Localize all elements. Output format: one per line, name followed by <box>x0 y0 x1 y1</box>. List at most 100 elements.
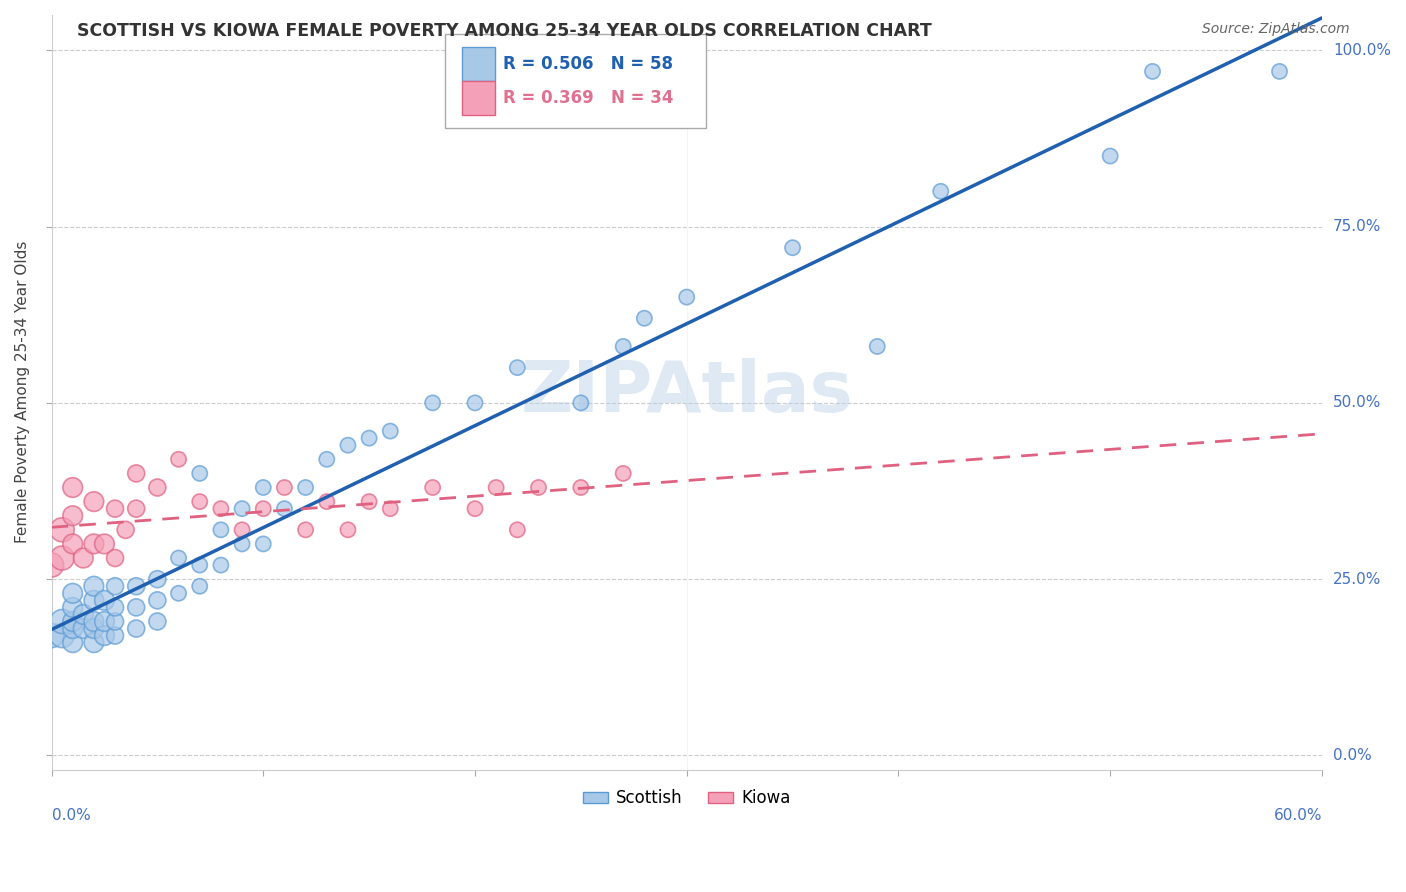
Point <box>569 481 592 495</box>
Text: Source: ZipAtlas.com: Source: ZipAtlas.com <box>1202 22 1350 37</box>
Text: 0.0%: 0.0% <box>52 808 90 823</box>
Point <box>125 600 148 615</box>
Point <box>83 593 105 607</box>
Point <box>83 579 105 593</box>
Point <box>146 615 169 629</box>
Point <box>83 494 105 508</box>
Point <box>93 615 115 629</box>
Point <box>188 558 211 572</box>
Point <box>62 615 84 629</box>
Point <box>252 481 274 495</box>
Point <box>104 629 127 643</box>
Point <box>167 551 190 566</box>
FancyBboxPatch shape <box>461 81 495 114</box>
Point <box>1099 149 1122 163</box>
Point <box>231 537 253 551</box>
Point <box>62 600 84 615</box>
Point <box>422 481 444 495</box>
Point <box>464 501 486 516</box>
Point <box>612 467 634 481</box>
Point <box>569 396 592 410</box>
Text: 100.0%: 100.0% <box>1333 43 1391 58</box>
Point <box>315 494 337 508</box>
FancyBboxPatch shape <box>446 34 706 128</box>
Point <box>83 615 105 629</box>
Point <box>209 558 232 572</box>
Point <box>146 572 169 586</box>
Text: R = 0.369   N = 34: R = 0.369 N = 34 <box>502 89 673 107</box>
Point <box>93 537 115 551</box>
Point <box>167 586 190 600</box>
Point <box>41 629 63 643</box>
Point <box>51 615 73 629</box>
Text: 0.0%: 0.0% <box>1333 748 1372 763</box>
Point <box>62 508 84 523</box>
Point <box>359 494 381 508</box>
Text: 50.0%: 50.0% <box>1333 395 1381 410</box>
Point <box>83 537 105 551</box>
Point <box>93 629 115 643</box>
Point <box>125 622 148 636</box>
Point <box>41 558 63 572</box>
Point <box>62 537 84 551</box>
FancyBboxPatch shape <box>461 47 495 80</box>
Point <box>62 481 84 495</box>
Point <box>51 523 73 537</box>
Point <box>125 501 148 516</box>
Text: R = 0.506   N = 58: R = 0.506 N = 58 <box>502 55 672 73</box>
Point <box>315 452 337 467</box>
Point <box>612 339 634 353</box>
Point <box>675 290 697 304</box>
Point <box>231 523 253 537</box>
Point <box>72 622 94 636</box>
Point <box>527 481 550 495</box>
Point <box>62 586 84 600</box>
Point <box>464 396 486 410</box>
Point <box>83 622 105 636</box>
Point <box>209 523 232 537</box>
Point <box>104 501 127 516</box>
Point <box>125 467 148 481</box>
Point <box>231 501 253 516</box>
Legend: Scottish, Kiowa: Scottish, Kiowa <box>576 783 797 814</box>
Point <box>188 494 211 508</box>
Text: 75.0%: 75.0% <box>1333 219 1381 234</box>
Point <box>188 467 211 481</box>
Point <box>252 537 274 551</box>
Point <box>782 241 804 255</box>
Point <box>167 452 190 467</box>
Point <box>104 551 127 566</box>
Point <box>93 593 115 607</box>
Point <box>114 523 136 537</box>
Point <box>294 481 316 495</box>
Point <box>104 600 127 615</box>
Point <box>72 551 94 566</box>
Point <box>506 360 529 375</box>
Y-axis label: Female Poverty Among 25-34 Year Olds: Female Poverty Among 25-34 Year Olds <box>15 241 30 543</box>
Point <box>273 501 295 516</box>
Text: ZIPAtlas: ZIPAtlas <box>520 358 853 426</box>
Point <box>422 396 444 410</box>
Text: 25.0%: 25.0% <box>1333 572 1381 587</box>
Point <box>336 523 359 537</box>
Point <box>506 523 529 537</box>
Text: 60.0%: 60.0% <box>1274 808 1322 823</box>
Point <box>51 551 73 566</box>
Point <box>146 481 169 495</box>
Point <box>866 339 889 353</box>
Point <box>104 579 127 593</box>
Text: SCOTTISH VS KIOWA FEMALE POVERTY AMONG 25-34 YEAR OLDS CORRELATION CHART: SCOTTISH VS KIOWA FEMALE POVERTY AMONG 2… <box>77 22 932 40</box>
Point <box>359 431 381 445</box>
Point <box>380 424 402 438</box>
Point <box>146 593 169 607</box>
Point <box>83 635 105 649</box>
Point <box>72 607 94 622</box>
Point <box>209 501 232 516</box>
Point <box>1142 64 1164 78</box>
Point <box>188 579 211 593</box>
Point <box>51 629 73 643</box>
Point <box>294 523 316 537</box>
Point <box>62 635 84 649</box>
Point <box>929 184 952 198</box>
Point <box>125 579 148 593</box>
